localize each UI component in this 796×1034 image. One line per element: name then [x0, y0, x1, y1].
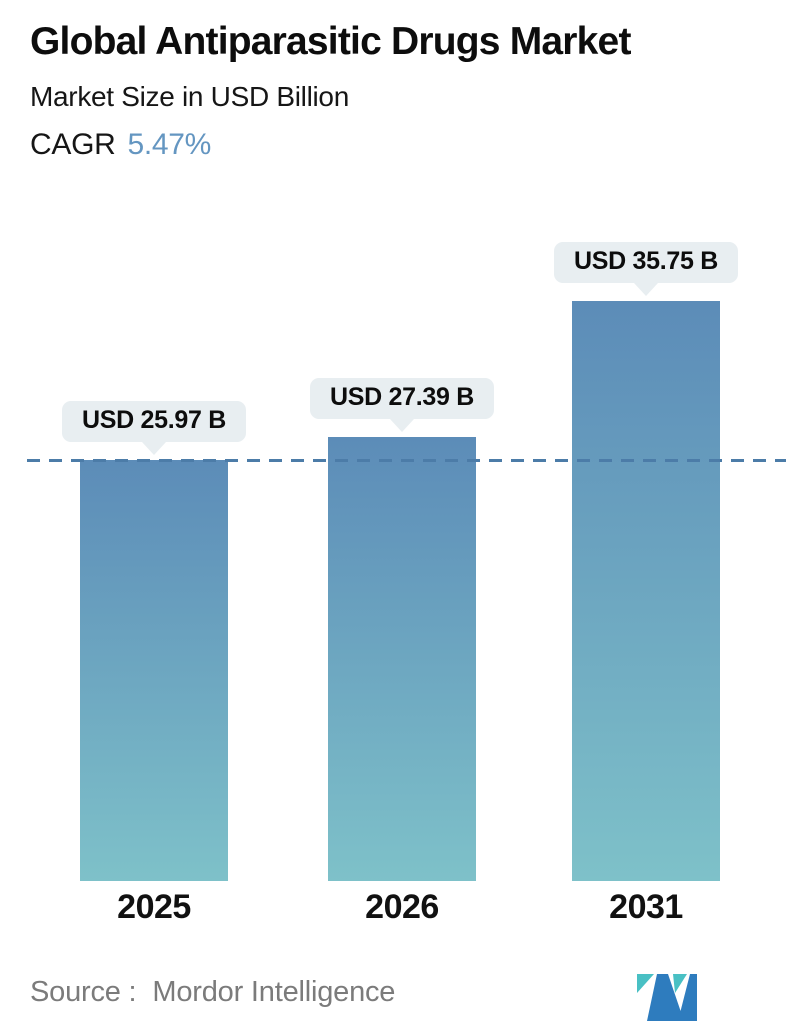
mordor-intelligence-logo	[637, 974, 697, 1021]
reference-dashed-line	[27, 459, 786, 462]
value-callout-2031: USD 35.75 B	[554, 242, 738, 283]
cagr-line: CAGR 5.47%	[30, 128, 631, 162]
chart-title: Global Antiparasitic Drugs Market	[30, 20, 631, 63]
x-axis-label-2031: 2031	[609, 888, 683, 926]
value-callout-2025: USD 25.97 B	[62, 401, 246, 442]
bar-chart: USD 25.97 B USD 27.39 B USD 35.75 B	[0, 230, 796, 881]
source-text: Source : Mordor Intelligence	[30, 976, 395, 1009]
header: Global Antiparasitic Drugs Market Market…	[30, 20, 631, 162]
source-value: Mordor Intelligence	[152, 976, 396, 1008]
bar-2031	[572, 301, 720, 881]
bar-2025	[80, 460, 228, 881]
bar-2026	[328, 437, 476, 881]
value-callout-2026: USD 27.39 B	[310, 378, 494, 419]
cagr-value: 5.47%	[127, 127, 212, 161]
chart-subtitle: Market Size in USD Billion	[30, 80, 349, 112]
cagr-label: CAGR	[30, 127, 116, 161]
source-label: Source :	[30, 976, 137, 1008]
x-axis-label-2025: 2025	[117, 888, 191, 926]
x-axis-label-2026: 2026	[365, 888, 439, 926]
